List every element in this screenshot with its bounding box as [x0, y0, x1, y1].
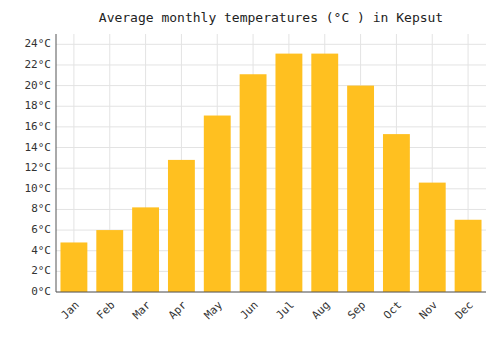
y-tick-label: 22°C — [25, 58, 52, 71]
y-grid-line — [56, 85, 486, 86]
x-tick-label: Sep — [345, 299, 368, 322]
y-axis-line — [56, 34, 57, 292]
bar — [132, 207, 159, 292]
y-tick-label: 12°C — [25, 161, 52, 174]
x-tick-label: Mar — [130, 298, 154, 322]
y-tick-label: 20°C — [25, 79, 52, 92]
x-tick-label: May — [202, 298, 226, 322]
bar — [60, 242, 87, 292]
x-tick-label: Feb — [94, 299, 117, 322]
x-tick-label: Aug — [309, 299, 332, 322]
grid — [56, 34, 486, 292]
title: Average monthly temperatures (°C ) in Ke… — [99, 10, 443, 25]
y-tick-label: 4°C — [31, 244, 51, 257]
y-tick-label: 14°C — [25, 141, 52, 154]
y-grid-line — [56, 147, 486, 148]
bar — [311, 54, 338, 292]
y-tick-label: 16°C — [25, 120, 52, 133]
x-axis-line — [56, 292, 486, 293]
y-grid-line — [56, 126, 486, 127]
bar — [383, 134, 410, 292]
bar — [240, 74, 267, 292]
axes: 0°C 2°C 4°C 6°C 8°C 10°C 12°C 14°C 16°C 18°C 20°C 2… — [25, 34, 487, 322]
y-tick-label: 24°C — [25, 37, 52, 50]
x-tick-label: Jan — [58, 299, 81, 322]
x-tick-label: Nov — [417, 298, 441, 322]
x-tick-label: Oct — [381, 299, 404, 322]
y-grid-line — [56, 292, 486, 293]
x-tick-label: Dec — [453, 299, 476, 322]
y-grid-line — [56, 44, 486, 45]
y-tick-label: 2°C — [31, 264, 51, 277]
y-tick-label: 0°C — [31, 285, 51, 298]
bar — [96, 230, 123, 292]
x-tick-label: Jun — [238, 299, 261, 322]
y-tick-label: 8°C — [31, 202, 51, 215]
bar — [347, 86, 374, 292]
x-tick-label: Apr — [166, 298, 190, 322]
y-tick-label: 18°C — [25, 99, 52, 112]
y-grid-line — [56, 168, 486, 169]
bar — [168, 160, 195, 292]
bars — [60, 54, 481, 292]
bar — [419, 183, 446, 292]
x-tick-label: Jul — [273, 299, 296, 322]
bar — [455, 220, 482, 292]
bar — [275, 54, 302, 292]
chart: 0°C 2°C 4°C 6°C 8°C 10°C 12°C 14°C 16°C 18°C 20°C 2… — [0, 0, 500, 350]
y-grid-line — [56, 106, 486, 107]
y-grid-line — [56, 64, 486, 65]
y-tick-label: 6°C — [31, 223, 51, 236]
y-tick-label: 10°C — [25, 182, 52, 195]
bar — [204, 116, 231, 292]
